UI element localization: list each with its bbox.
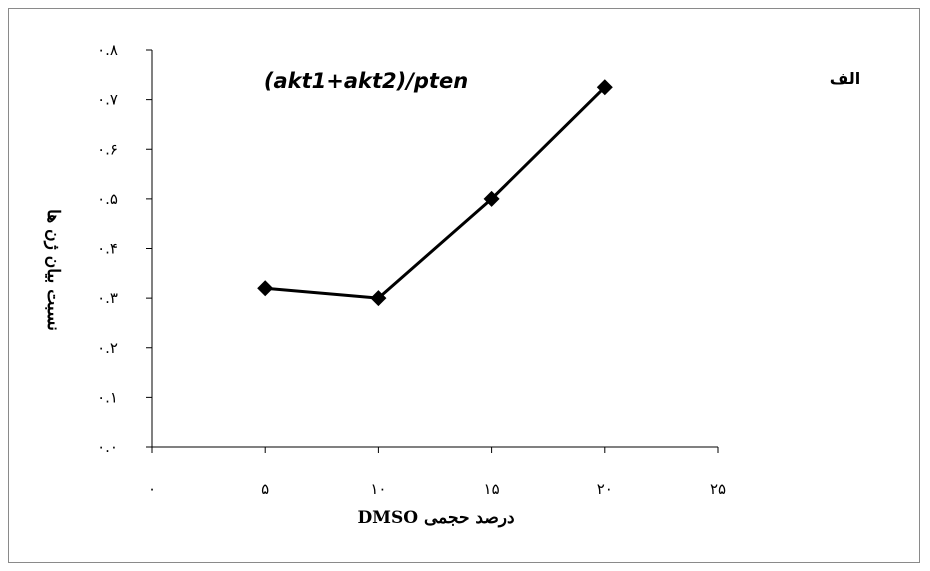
data-point (596, 79, 613, 96)
axes: ۰.۰ ۰.۱ ۰.۲ ۰.۳ ۰.۴ ۰.۵ ۰.۶ ۰.۷ ۰.۸ ۰ ۵ ۱۰ ۱۵ ۲۰ ۲۵ (97, 41, 726, 498)
x-tick-label: ۰ (148, 480, 156, 498)
plot-area (257, 79, 613, 307)
y-tick-label: ۰.۱ (97, 388, 118, 406)
series-line (265, 86, 606, 300)
y-tick-label: ۰.۴ (97, 240, 118, 258)
y-tick-label: ۰.۰ (97, 438, 118, 456)
x-tick-label: ۱۵ (484, 480, 500, 498)
panel-label: الف (830, 69, 861, 88)
x-axis-label: درصد حجمی DMSO (357, 508, 514, 528)
y-tick-label: ۰.۸ (97, 41, 118, 59)
chart-title: (akt1+akt2)/pten (264, 69, 468, 93)
x-tick-label: ۵ (261, 480, 269, 498)
y-tick-label: ۰.۵ (97, 190, 118, 208)
y-tick-label: ۰.۶ (97, 140, 118, 158)
data-point (483, 190, 500, 207)
data-point (257, 280, 274, 297)
y-tick-label: ۰.۲ (97, 339, 118, 357)
chart-frame (8, 8, 920, 563)
data-point (370, 290, 387, 307)
x-tick-label: ۱۰ (370, 480, 386, 498)
x-tick-label: ۲۵ (710, 480, 726, 498)
x-tick-label: ۲۰ (597, 480, 613, 498)
y-tick-label: ۰.۳ (97, 289, 118, 307)
y-axis-label: نسبت بیان ژن ها (43, 209, 63, 331)
y-tick-label: ۰.۷ (97, 91, 118, 109)
